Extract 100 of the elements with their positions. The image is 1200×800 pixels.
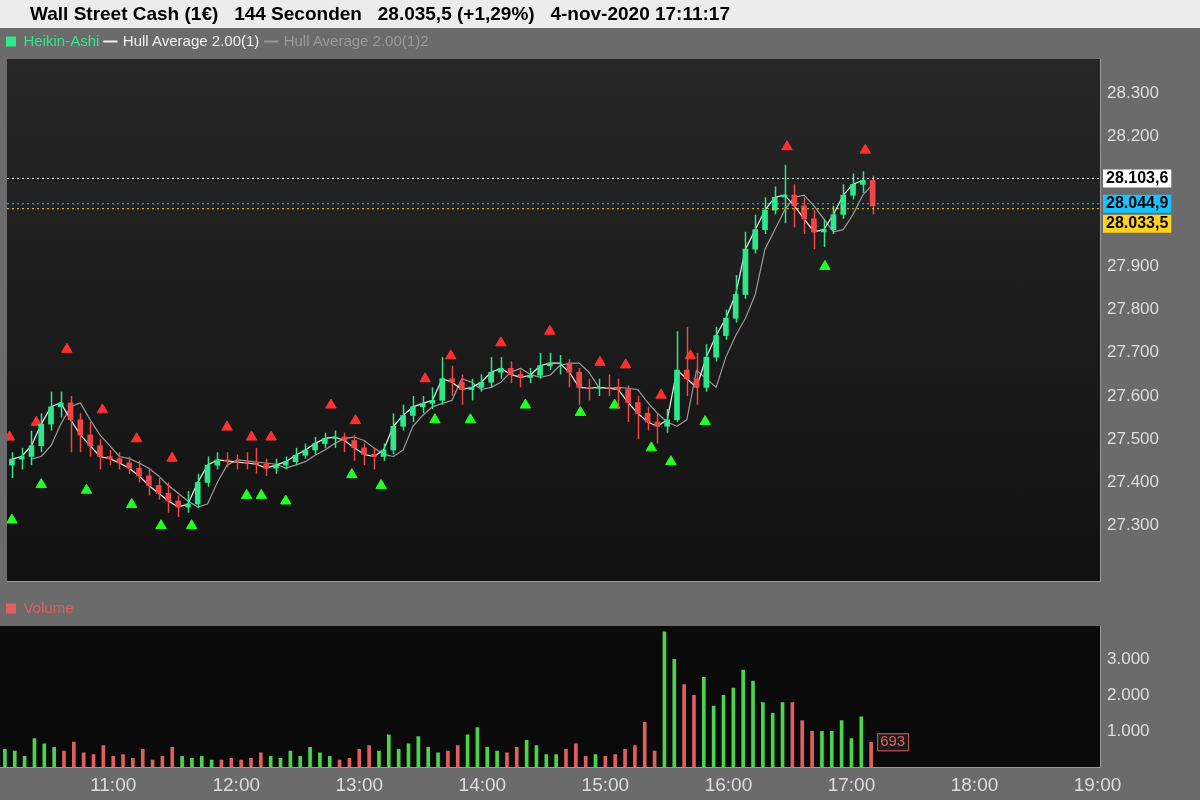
bar	[436, 752, 440, 768]
bar	[426, 747, 431, 768]
point	[419, 372, 431, 383]
candlestick	[488, 356, 494, 389]
x-tick-label: 14:00	[458, 773, 507, 795]
candlestick	[410, 395, 416, 423]
bar	[554, 754, 558, 768]
point	[495, 336, 507, 347]
ref-line-label: 28.033,5	[1106, 214, 1169, 232]
point	[35, 478, 47, 489]
bar	[623, 748, 627, 768]
candlestick	[635, 395, 641, 440]
candlestick	[507, 360, 514, 384]
point	[155, 519, 167, 530]
bar	[318, 752, 322, 768]
point	[130, 432, 143, 443]
y-tick-label: 28.200	[1107, 126, 1159, 146]
ref-line-label: 28.044,9	[1106, 194, 1169, 212]
bar	[692, 695, 696, 768]
bar	[131, 757, 135, 768]
bar	[564, 748, 568, 768]
bar	[672, 659, 677, 768]
bar	[751, 680, 755, 768]
candlestick	[820, 218, 827, 248]
candlestick	[370, 447, 377, 471]
point	[126, 497, 138, 508]
point	[684, 349, 697, 360]
legend-label: Heikin-Ashi	[23, 31, 100, 49]
bar	[52, 747, 56, 768]
bar	[495, 750, 499, 768]
point	[859, 143, 871, 154]
bar	[859, 716, 864, 768]
bar	[800, 720, 805, 768]
bar	[514, 747, 519, 768]
legend-label: Hull Average 2.00(1)	[122, 31, 260, 49]
point	[185, 519, 198, 530]
bar	[682, 684, 686, 768]
bar	[12, 750, 17, 768]
point	[544, 324, 556, 335]
point	[221, 420, 233, 431]
bar	[583, 756, 588, 768]
x-tick-label: 15:00	[581, 773, 630, 795]
bar	[199, 756, 204, 768]
x-tick-label: 16:00	[704, 773, 753, 795]
bar	[229, 757, 234, 768]
bar	[111, 756, 116, 768]
point	[80, 483, 93, 494]
point	[280, 494, 292, 505]
point	[429, 413, 441, 424]
y-tick-label: 27.800	[1107, 299, 1159, 319]
candlestick	[498, 356, 504, 380]
bar	[574, 743, 578, 768]
x-tick-label: 18:00	[950, 773, 999, 795]
bar	[544, 754, 549, 768]
point	[166, 451, 178, 462]
candlestick	[615, 377, 622, 410]
bar	[386, 734, 391, 768]
bar	[633, 745, 637, 768]
point	[608, 398, 621, 409]
bar	[190, 757, 194, 768]
point	[245, 430, 258, 441]
legend-label: Volume	[23, 598, 74, 616]
ref-line-label: 28.103,6	[1106, 168, 1169, 186]
y-tick-label: 2.000	[1107, 685, 1150, 705]
bar	[62, 750, 66, 768]
candlestick	[664, 408, 671, 434]
point	[594, 355, 606, 366]
bar	[170, 747, 175, 768]
y-tick-label: 27.900	[1107, 256, 1159, 276]
bar	[72, 741, 76, 768]
point	[619, 358, 632, 369]
point	[255, 488, 267, 499]
point	[781, 140, 793, 151]
bar	[455, 745, 460, 768]
y-tick-label: 27.600	[1107, 385, 1159, 405]
point	[7, 513, 18, 524]
bar	[613, 754, 618, 768]
bar	[446, 750, 450, 768]
y-tick-label: 27.300	[1107, 515, 1159, 535]
bar	[308, 747, 312, 768]
point	[61, 342, 73, 353]
bar	[829, 730, 834, 768]
x-tick-label: 12:00	[212, 773, 261, 795]
y-tick-label: 28.300	[1107, 83, 1159, 103]
point	[464, 413, 477, 424]
candlestick	[859, 170, 866, 194]
candlestick	[439, 356, 446, 406]
y-tick-label: 27.400	[1107, 472, 1159, 492]
bar	[180, 756, 184, 768]
y-tick-label: 27.700	[1107, 342, 1159, 362]
candlestick	[400, 403, 406, 432]
point	[699, 415, 711, 425]
bar	[701, 677, 706, 768]
point	[655, 388, 667, 399]
x-tick-label: 13:00	[335, 773, 384, 795]
bar	[810, 730, 814, 768]
bar	[357, 748, 362, 768]
point	[325, 398, 337, 409]
point	[645, 441, 657, 452]
x-tick-label: 19:00	[1073, 773, 1122, 795]
